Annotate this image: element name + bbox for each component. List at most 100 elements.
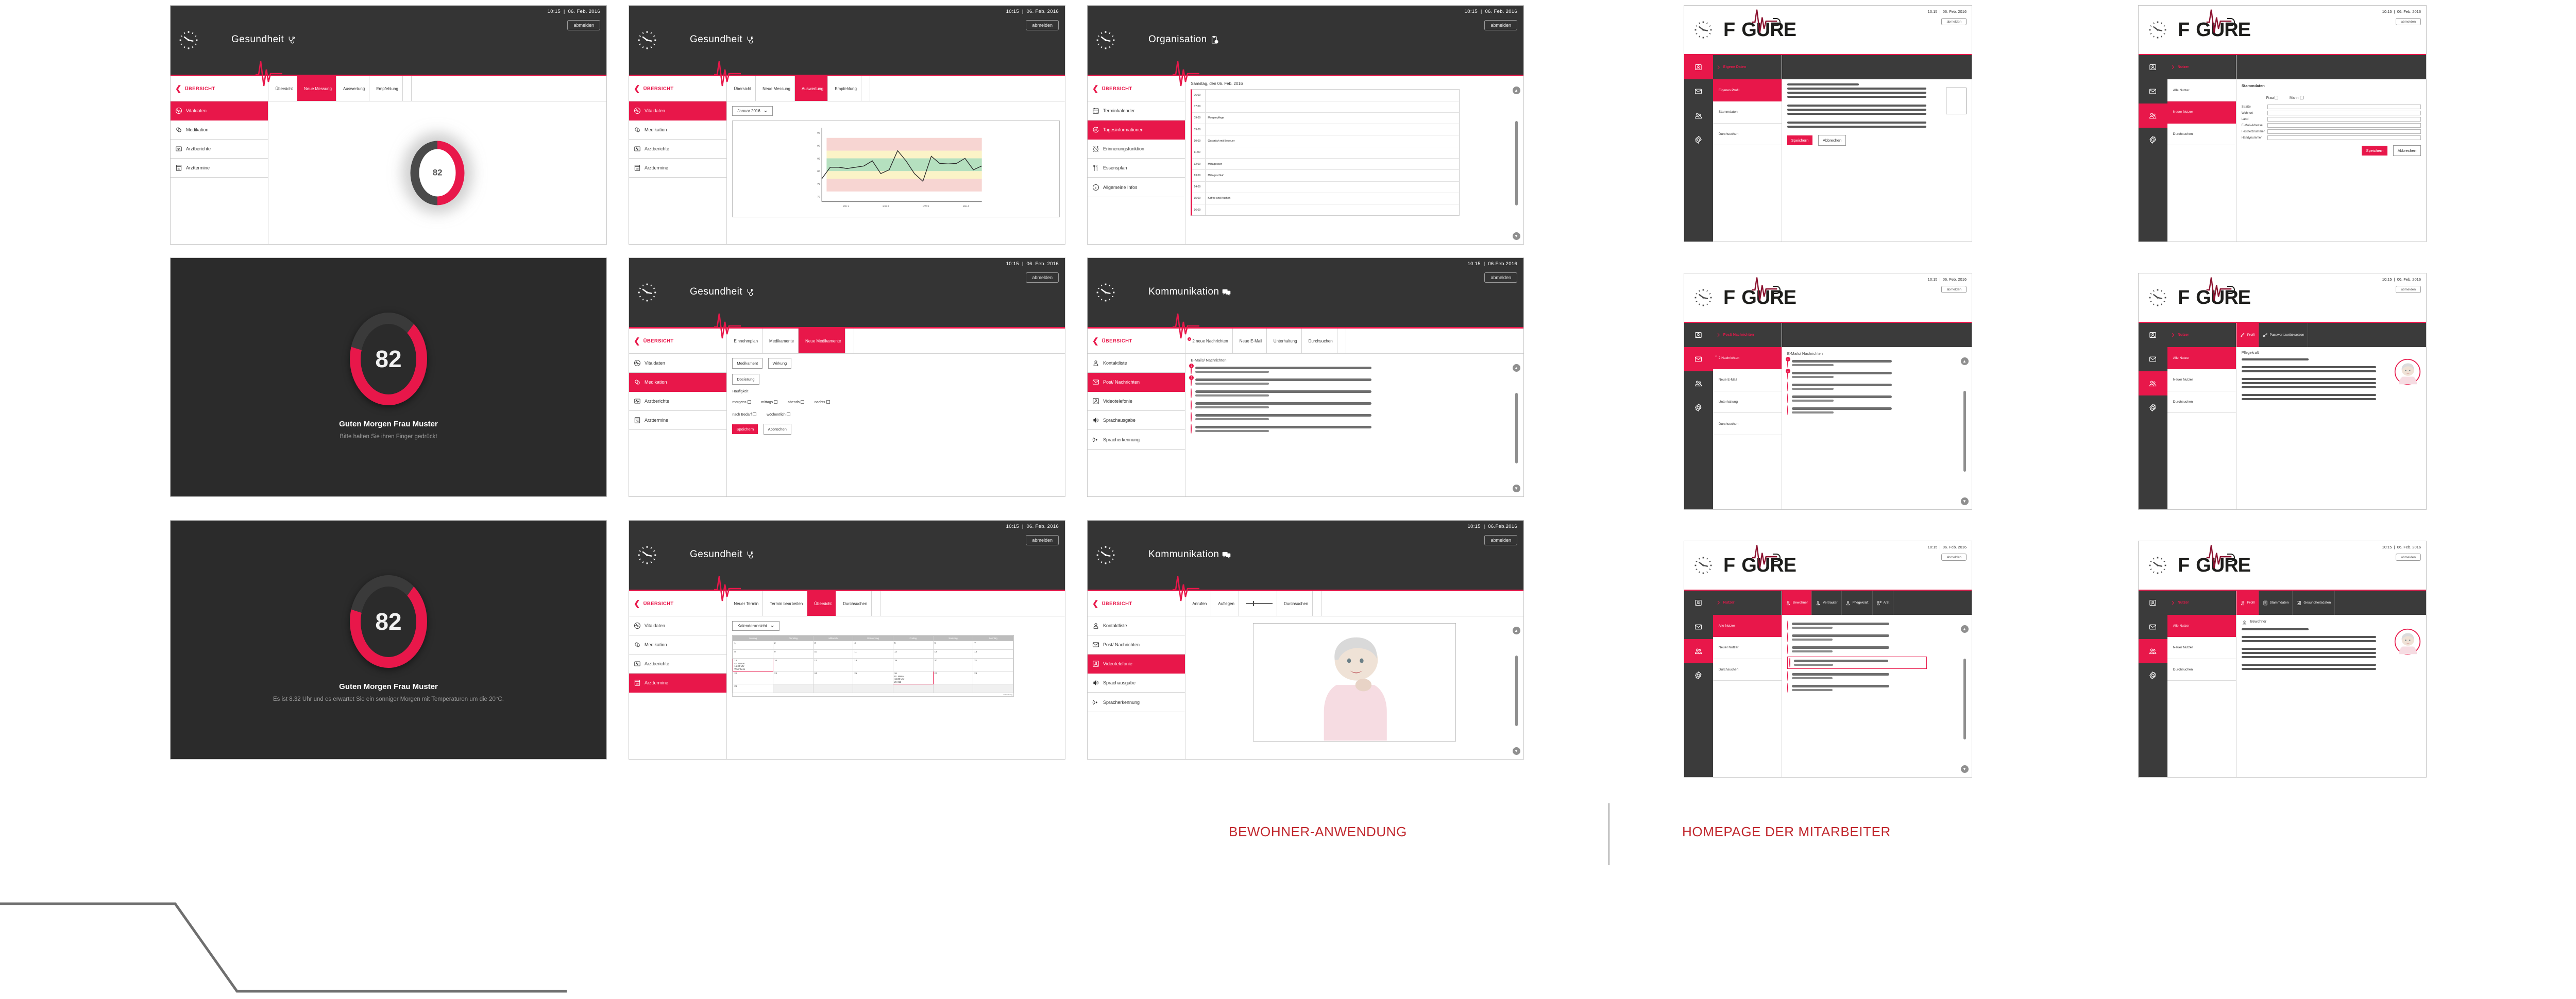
scroll-thumb[interactable] xyxy=(1963,658,1966,740)
field-input[interactable] xyxy=(2267,117,2421,122)
back-to-overview-button[interactable]: ❮ ÜBERSICHT xyxy=(629,329,727,354)
message-list-item[interactable]: 1 xyxy=(1189,364,1439,375)
agenda-row[interactable]: 14:00 xyxy=(1192,181,1459,193)
tab-durchsuchen[interactable]: Durchsuchen xyxy=(836,591,872,616)
message-list-item[interactable] xyxy=(1787,683,1927,693)
rail-item-contact-card[interactable] xyxy=(2139,323,2167,347)
tab-volume-icon[interactable] xyxy=(1239,591,1277,616)
calendar-cell-24[interactable]: 24 xyxy=(812,671,854,685)
chevron-right-icon[interactable] xyxy=(2171,333,2175,337)
rail-item-gear[interactable] xyxy=(2139,395,2167,420)
menu-item-durchsuchen[interactable]: Durchsuchen xyxy=(1713,659,1782,682)
logout-button[interactable]: abmelden xyxy=(1026,535,1059,545)
scroll-up-button[interactable]: ▲ xyxy=(1960,625,1969,633)
calendar-cell-9[interactable]: 9 xyxy=(773,649,814,659)
message-list-item[interactable] xyxy=(1787,393,1931,404)
back-to-overview-button[interactable]: ❮ ÜBERSICHT xyxy=(171,76,268,102)
sidebar-item-sprachausgabe[interactable]: Sprachausgabe xyxy=(1088,674,1185,693)
calendar-cell-28[interactable]: 28 xyxy=(973,671,1013,685)
tab-termin-bearbeiten[interactable]: Termin bearbeiten xyxy=(763,591,808,616)
scroll-down-button[interactable]: ▼ xyxy=(1512,747,1520,755)
rail-item-contact-card[interactable] xyxy=(2139,55,2167,79)
sidebar-item-arztberichte[interactable]: Arztberichte xyxy=(629,392,727,411)
sidebar-item-post-nachrichten[interactable]: Post/ Nachrichten xyxy=(1088,373,1185,392)
radio-mann[interactable]: Mann xyxy=(2290,96,2303,100)
tab-gesundheitsdaten[interactable]: Gesundheitsdaten xyxy=(2293,591,2335,615)
menu-item-unterhaltung[interactable]: Unterhaltung xyxy=(1713,391,1782,415)
tab-empfehlung[interactable]: Empfehlung xyxy=(369,76,403,101)
tab-auswertung[interactable]: Auswertung xyxy=(336,76,370,101)
rail-item-gear[interactable] xyxy=(2139,128,2167,152)
scrollbar[interactable]: ▲ ▼ xyxy=(1512,364,1520,492)
sidebar-item-medikation[interactable]: Medikation xyxy=(629,373,727,392)
sidebar-item-erinnerungsfunktion[interactable]: Erinnerungsfunktion xyxy=(1088,140,1185,159)
sidebar-item-arztberichte[interactable]: Arztberichte xyxy=(629,654,727,674)
back-to-overview-button[interactable]: ❮ ÜBERSICHT xyxy=(629,591,727,617)
month-calendar[interactable]: Montag Dienstag Mittwoch Donnerstag Freitag S… xyxy=(732,635,1014,697)
calendar-cell-25[interactable]: 25 xyxy=(853,671,893,685)
message-list-item[interactable] xyxy=(1787,671,1927,681)
agenda-row[interactable]: 06:00 xyxy=(1192,90,1459,101)
back-to-overview-button[interactable]: ❮ ÜBERSICHT xyxy=(1088,76,1185,102)
checkbox-nachts[interactable]: nachts xyxy=(815,400,830,404)
tab-durchsuchen[interactable]: Durchsuchen xyxy=(1277,591,1313,616)
calendar-cell-11[interactable]: 11 xyxy=(853,649,893,659)
cancel-button[interactable]: Abbrechen xyxy=(2393,145,2421,157)
menu-item-eigenes-profil[interactable]: Eigenes Profil xyxy=(1713,79,1782,102)
calendar-cell-13[interactable]: 13 xyxy=(933,649,974,659)
tab-medikamente[interactable]: Medikamente xyxy=(762,329,799,354)
sidebar-item-kontaktliste[interactable]: Kontaktliste xyxy=(1088,616,1185,636)
scrollbar[interactable]: ▲ ▼ xyxy=(1960,625,1969,773)
menu-item-durchsuchen[interactable]: Durchsuchen xyxy=(1713,413,1782,436)
tab-neue-messung[interactable]: Neue Messung xyxy=(297,76,336,101)
message-list-item[interactable]: 1 xyxy=(1189,375,1439,387)
logout-button[interactable]: abmelden xyxy=(2396,18,2421,25)
checkbox-morgens[interactable]: morgens xyxy=(732,400,751,404)
sidebar-item-arzttermine[interactable]: 30 Arzttermine xyxy=(629,674,727,693)
sidebar-item-vitaldaten[interactable]: Vitaldaten xyxy=(629,101,727,121)
field-input[interactable] xyxy=(2267,111,2421,116)
tab-durchsuchen[interactable]: Durchsuchen xyxy=(1302,329,1337,354)
sidebar-item-vitaldaten[interactable]: Vitaldaten xyxy=(171,101,268,121)
message-list-item[interactable] xyxy=(1787,382,1931,392)
sidebar-item-spracherkennung[interactable]: Spracherkennung xyxy=(1088,693,1185,712)
input-medikament[interactable]: Medikament xyxy=(732,358,763,369)
rail-item-users[interactable] xyxy=(1684,371,1713,395)
calendar-cell-5[interactable]: 5 xyxy=(892,641,934,650)
menu-item-durchsuchen[interactable]: Durchsuchen xyxy=(1713,124,1782,146)
scroll-up-button[interactable]: ▲ xyxy=(1512,87,1520,95)
tab-empfehlung[interactable]: Empfehlung xyxy=(828,76,861,101)
back-to-overview-button[interactable]: ❮ ÜBERSICHT xyxy=(629,76,727,102)
tab-neue-e-mail[interactable]: Neue E-Mail xyxy=(1233,329,1267,354)
tab--bersicht[interactable]: Übersicht xyxy=(727,76,756,101)
menu-item-alle-nutzer[interactable]: Alle Nutzer xyxy=(1713,615,1782,638)
logout-button[interactable]: abmelden xyxy=(1941,554,1967,561)
agenda-row[interactable]: 07:00 xyxy=(1192,101,1459,113)
message-list-item[interactable] xyxy=(1787,644,1927,654)
tab--bersicht[interactable]: Übersicht xyxy=(807,591,837,616)
logout-button[interactable]: abmelden xyxy=(2396,286,2421,293)
rail-item-users[interactable] xyxy=(2139,104,2167,128)
chevron-right-icon[interactable] xyxy=(2171,600,2175,605)
menu-item-neue-e-mail[interactable]: Neue E-Mail xyxy=(1713,369,1782,391)
save-button[interactable]: Speichern xyxy=(1787,135,1813,146)
calendar-cell-4[interactable]: 4 xyxy=(853,641,893,650)
calendar-cell-15[interactable]: 15 Dr. Muster 15.00 Uhr Wohnheim xyxy=(733,658,773,672)
view-select[interactable]: Kalenderansicht xyxy=(732,621,779,631)
sidebar-item-kontaktliste[interactable]: Kontaktliste xyxy=(1088,354,1185,373)
menu-item-alle-nutzer[interactable]: Alle Nutzer xyxy=(2167,347,2236,370)
chevron-right-icon[interactable] xyxy=(1716,65,1721,70)
tab-anrufen[interactable]: Anrufen xyxy=(1185,591,1212,616)
rail-item-users[interactable] xyxy=(1684,104,1713,128)
rail-item-users[interactable] xyxy=(1684,639,1713,664)
sidebar-item-vitaldaten[interactable]: Vitaldaten xyxy=(629,616,727,636)
volume-slider[interactable] xyxy=(1245,601,1273,607)
scrollbar[interactable]: ▲ ▼ xyxy=(1512,627,1520,755)
sidebar-item-arzttermine[interactable]: 30 Arzttermine xyxy=(629,159,727,178)
sidebar-item-vitaldaten[interactable]: Vitaldaten xyxy=(629,354,727,373)
sidebar-item-medikation[interactable]: Medikation xyxy=(629,120,727,140)
calendar-cell-10[interactable]: 10 xyxy=(812,649,854,659)
calendar-cell-18[interactable]: 18 xyxy=(853,658,893,672)
calendar-cell-17[interactable]: 17 xyxy=(812,658,854,672)
input-dosierung[interactable]: Dosierung xyxy=(732,374,759,385)
